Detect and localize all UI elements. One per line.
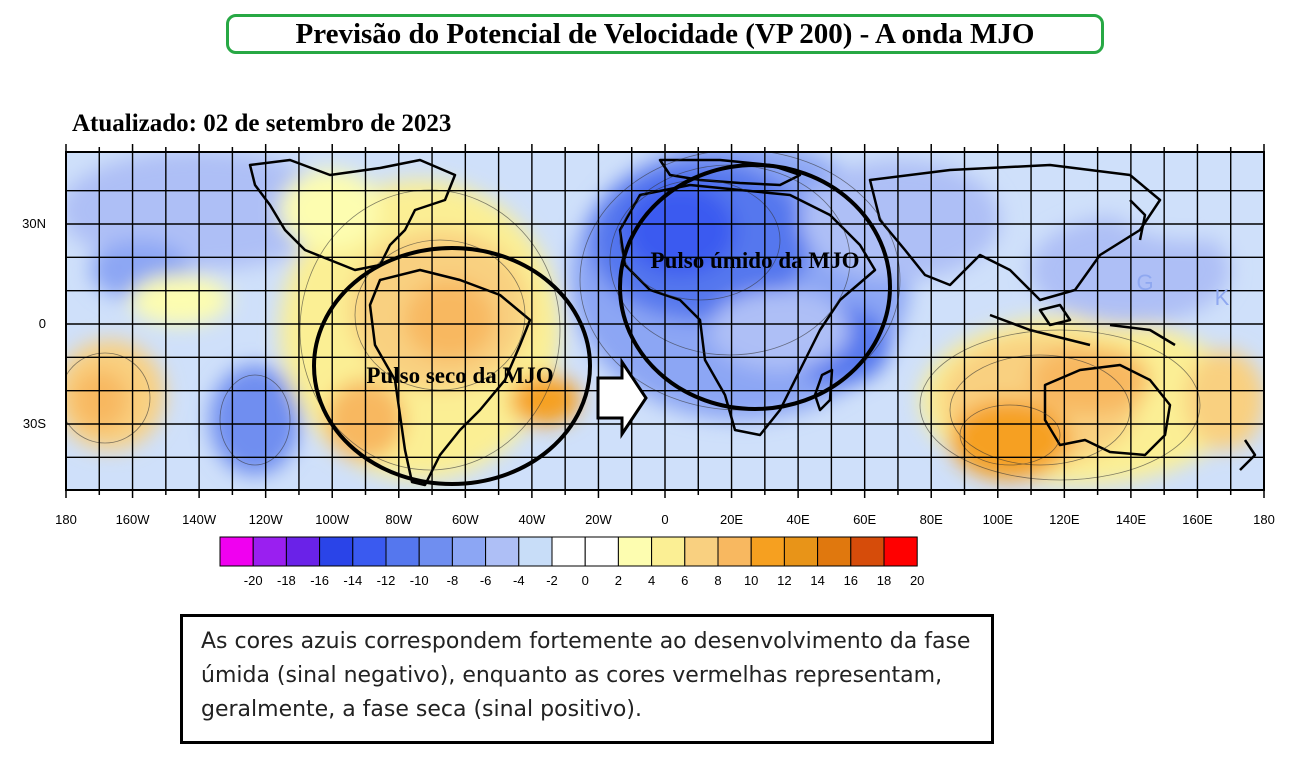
lon-label: 120E bbox=[1049, 512, 1080, 527]
colorbar-swatch bbox=[717, 536, 752, 567]
lat-label: 0 bbox=[38, 316, 46, 331]
colorbar-label: 6 bbox=[681, 573, 689, 588]
axis-ticks bbox=[65, 144, 1265, 498]
dry-pulse-label: Pulso seco da MJO bbox=[366, 363, 553, 388]
colorbar-label: 18 bbox=[876, 573, 892, 588]
colorbar-swatch bbox=[319, 536, 354, 567]
colorbar-label: -2 bbox=[546, 573, 558, 588]
colorbar-swatch bbox=[617, 536, 653, 567]
colorbar-label: -8 bbox=[446, 573, 459, 588]
lon-label: 160W bbox=[115, 512, 150, 527]
lon-label: 60W bbox=[451, 512, 479, 527]
colorbar-swatch bbox=[219, 536, 254, 567]
marker-k: K bbox=[1215, 285, 1230, 310]
colorbar-label: 20 bbox=[909, 573, 925, 588]
colorbar-swatch bbox=[850, 536, 885, 567]
colorbar-label: 0 bbox=[581, 573, 589, 588]
colorbar-label: -12 bbox=[376, 573, 396, 588]
colorbar bbox=[219, 536, 918, 567]
colorbar-label: -4 bbox=[513, 573, 525, 588]
colorbar-label: -20 bbox=[243, 573, 263, 588]
caption-box: As cores azuis correspondem fortemente a… bbox=[180, 614, 994, 744]
colorbar-label: 14 bbox=[810, 573, 825, 588]
lon-label: 100W bbox=[315, 512, 350, 527]
colorbar-swatch bbox=[252, 536, 287, 567]
lon-label: 20E bbox=[719, 512, 744, 527]
colorbar-swatch bbox=[684, 536, 719, 567]
colorbar-label: 16 bbox=[843, 573, 859, 588]
propagation-arrow bbox=[596, 357, 648, 439]
wet-pulse-label: Pulso úmido da MJO bbox=[651, 248, 860, 273]
colorbar-swatch bbox=[584, 536, 619, 567]
lon-label: 0 bbox=[661, 512, 669, 527]
map-grid bbox=[66, 152, 1264, 490]
colorbar-label: -16 bbox=[310, 573, 329, 588]
colorbar-swatch bbox=[285, 536, 321, 567]
lon-label: 80W bbox=[385, 512, 413, 527]
colorbar-swatch bbox=[551, 536, 586, 567]
lon-label: 100E bbox=[982, 512, 1013, 527]
marker-g: G bbox=[1136, 270, 1153, 295]
colorbar-swatch bbox=[451, 536, 487, 567]
colorbar-swatch bbox=[651, 536, 686, 567]
colorbar-label: 10 bbox=[743, 573, 759, 588]
colorbar-label: -14 bbox=[343, 573, 363, 588]
colorbar-label: 12 bbox=[777, 573, 792, 588]
lat-label: 30S bbox=[22, 416, 46, 431]
wet-pulse-circle bbox=[618, 163, 892, 411]
colorbar-swatch bbox=[883, 536, 918, 567]
page-title: Previsão do Potencial de Velocidade (VP … bbox=[226, 14, 1104, 54]
lon-label: 140W bbox=[182, 512, 217, 527]
colorbar-swatch bbox=[817, 536, 852, 567]
lon-label: 20W bbox=[585, 512, 612, 527]
colorbar-label: -18 bbox=[276, 573, 296, 588]
colorbar-label: 2 bbox=[614, 573, 622, 588]
colorbar-swatch bbox=[518, 536, 553, 567]
dry-pulse-circle bbox=[312, 246, 592, 486]
lon-label: 120W bbox=[248, 512, 283, 527]
colorbar-swatch bbox=[783, 536, 819, 567]
lon-label: 40W bbox=[518, 512, 546, 527]
lon-label: 40E bbox=[786, 512, 810, 527]
lon-label: 60E bbox=[853, 512, 877, 527]
colorbar-label: -10 bbox=[409, 573, 429, 588]
colorbar-swatch bbox=[418, 536, 453, 567]
colorbar-swatch bbox=[385, 536, 420, 567]
lat-label: 30N bbox=[22, 216, 46, 231]
lon-label: 140E bbox=[1115, 512, 1147, 527]
lon-label: 180 bbox=[1253, 512, 1275, 527]
lon-label: 180 bbox=[55, 512, 77, 527]
lon-label: 80E bbox=[919, 512, 943, 527]
colorbar-swatch bbox=[750, 536, 785, 567]
colorbar-swatch bbox=[352, 536, 387, 567]
colorbar-label: -6 bbox=[479, 573, 492, 588]
colorbar-label: 8 bbox=[714, 573, 722, 588]
colorbar-swatch bbox=[485, 536, 520, 567]
colorbar-label: 4 bbox=[647, 573, 656, 588]
update-date: Atualizado: 02 de setembro de 2023 bbox=[72, 110, 452, 137]
coastlines bbox=[248, 158, 1257, 487]
lon-label: 160E bbox=[1182, 512, 1213, 527]
